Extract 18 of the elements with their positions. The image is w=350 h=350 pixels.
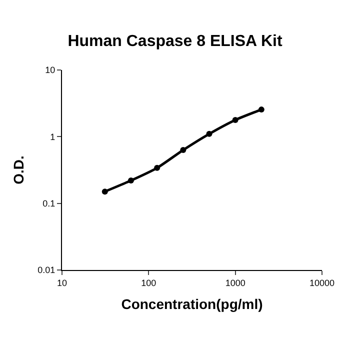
point bbox=[206, 130, 212, 137]
y-tick-label: 10 bbox=[45, 65, 56, 76]
point bbox=[232, 116, 238, 123]
y-tick-label: 1 bbox=[50, 132, 56, 142]
point bbox=[258, 106, 264, 113]
y-tick-label: 0.01 bbox=[38, 265, 56, 276]
x-tick-label: 10 bbox=[56, 278, 68, 288]
point bbox=[128, 178, 134, 184]
x-tick-label: 1000 bbox=[225, 278, 246, 288]
x-tick-label: 100 bbox=[141, 278, 156, 288]
point bbox=[102, 188, 108, 195]
x-axis-title: Concentration(pg/ml) bbox=[121, 296, 263, 312]
point bbox=[154, 164, 160, 171]
y-axis-title: O.D. bbox=[10, 156, 26, 184]
y-tick-label: 0.1 bbox=[42, 198, 56, 208]
chart-title: Human Caspase 8 ELISA Kit bbox=[68, 33, 283, 50]
x-tick-label: 10000 bbox=[309, 278, 335, 288]
point bbox=[180, 147, 186, 154]
